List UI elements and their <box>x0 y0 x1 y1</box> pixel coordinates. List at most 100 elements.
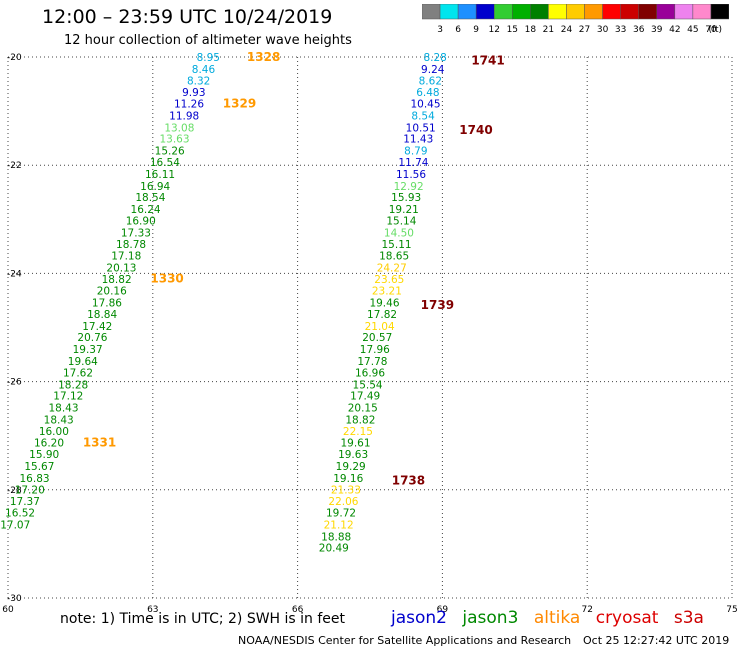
wave-height-label: 20.15 <box>348 403 378 415</box>
wave-height-label: 18.82 <box>345 414 375 426</box>
wave-height-label: 18.78 <box>116 239 146 251</box>
pass-time-label: 1331 <box>83 436 116 450</box>
credit-line: NOAA/NESDIS Center for Satellite Applica… <box>238 634 572 647</box>
wave-height-label: 9.93 <box>182 87 205 99</box>
wave-height-label: 19.29 <box>336 461 366 473</box>
wave-height-label: 17.07 <box>0 519 30 531</box>
wave-height-label: 19.46 <box>369 298 399 310</box>
wave-height-label: 18.84 <box>87 309 117 321</box>
x-tick-label: 66 <box>292 605 304 615</box>
wave-height-label: 16.90 <box>126 215 156 227</box>
wave-height-label: 20.57 <box>362 332 392 344</box>
y-tick-label: -28 <box>7 486 22 496</box>
scale-label: 24 <box>561 25 573 35</box>
scale-label: 12 <box>489 25 500 35</box>
wave-height-label: 20.76 <box>77 332 107 344</box>
wave-height-label: 11.56 <box>396 169 426 181</box>
satellite-legend: jason2 jason3 altika cryosat s3a <box>391 608 714 628</box>
x-tick-label: 69 <box>437 605 449 615</box>
wave-height-label: 23.21 <box>372 286 402 298</box>
wave-height-label: 21.33 <box>331 484 361 496</box>
wave-height-label: 8.62 <box>419 75 442 87</box>
wave-height-label: 16.54 <box>150 157 180 169</box>
scale-label: 6 <box>455 25 461 35</box>
x-tick-label: 63 <box>147 605 158 615</box>
wave-height-label: 18.54 <box>135 192 165 204</box>
pass-time-label: 1329 <box>223 96 256 110</box>
wave-height-label: 19.21 <box>389 204 419 216</box>
color-scale: 3 6 9 12 15 18 21 24 27 30 33 36 39 42 45 70(ft) <box>422 4 729 35</box>
wave-height-label: 24.27 <box>377 262 407 274</box>
wave-height-label: 19.16 <box>333 473 363 485</box>
wave-height-label: 10.45 <box>410 99 440 111</box>
y-tick-label: -30 <box>7 594 22 604</box>
scale-label: 39 <box>651 25 663 35</box>
legend-cryosat: cryosat <box>595 608 659 628</box>
wave-height-label: 17.49 <box>350 391 380 403</box>
wave-height-label: 15.11 <box>382 239 412 251</box>
wave-height-label: 18.82 <box>102 274 132 286</box>
wave-height-label: 8.46 <box>192 64 216 76</box>
wave-height-label: 19.72 <box>326 508 356 520</box>
wave-height-label: 22.06 <box>328 496 358 508</box>
wave-height-label: 9.24 <box>421 64 445 76</box>
scale-label: 15 <box>507 25 518 35</box>
wave-height-label: 17.37 <box>10 496 40 508</box>
wave-height-label: 15.90 <box>29 449 59 461</box>
generated-timestamp: Oct 25 12:27:42 UTC 2019 <box>583 634 730 647</box>
wave-height-label: 15.93 <box>391 192 421 204</box>
wave-height-label: 17.86 <box>92 298 122 310</box>
legend-altika: altika <box>533 608 581 628</box>
wave-height-label: 8.79 <box>404 146 427 158</box>
scale-label: 9 <box>473 25 479 35</box>
wave-height-label: 19.61 <box>340 438 370 450</box>
wave-height-label: 23.65 <box>374 274 404 286</box>
wave-height-label: 11.74 <box>398 157 428 169</box>
scale-label: 42 <box>669 25 680 35</box>
wave-height-label: 19.63 <box>338 449 368 461</box>
wave-height-label: 17.96 <box>360 344 390 356</box>
scale-label: 70 <box>705 25 717 35</box>
wave-height-label: 8.28 <box>423 52 446 64</box>
wave-height-label: 17.42 <box>82 321 112 333</box>
legend-jason3: jason3 <box>462 608 519 628</box>
y-tick-label: -22 <box>7 161 22 171</box>
pass-time-label: 1739 <box>421 298 454 312</box>
wave-height-label: 16.11 <box>145 169 175 181</box>
y-tick-label: -26 <box>7 378 22 388</box>
scale-label: 21 <box>543 25 554 35</box>
pass-time-label: 1738 <box>392 474 425 488</box>
wave-height-label: 13.08 <box>164 122 194 134</box>
legend-jason2: jason2 <box>391 608 447 628</box>
wave-height-label: 8.32 <box>187 75 210 87</box>
scale-label: 33 <box>615 25 626 35</box>
wave-height-label: 15.26 <box>155 146 185 158</box>
scale-label: 27 <box>579 25 590 35</box>
wave-height-label: 21.12 <box>324 519 354 531</box>
footer-note: note: 1) Time is in UTC; 2) SWH is in fe… <box>60 611 346 627</box>
wave-height-label: 18.43 <box>44 414 74 426</box>
wave-height-label: 16.96 <box>355 367 385 379</box>
scale-label: 36 <box>633 25 645 35</box>
wave-height-label: 16.24 <box>131 204 161 216</box>
wave-height-label: 17.18 <box>111 251 141 263</box>
scale-label: 18 <box>525 25 537 35</box>
wave-height-label: 21.04 <box>365 321 395 333</box>
wave-height-label: 17.12 <box>53 391 83 403</box>
page-subtitle: 12 hour collection of altimeter wave hei… <box>64 33 352 48</box>
y-tick-label: -20 <box>7 53 22 63</box>
wave-height-label: 17.62 <box>63 367 93 379</box>
wave-height-label: 18.88 <box>321 531 351 543</box>
scale-label: 3 <box>437 25 443 35</box>
wave-height-label: 20.16 <box>97 286 127 298</box>
wave-height-label: 6.48 <box>416 87 439 99</box>
pass-time-label: 1740 <box>459 123 492 137</box>
wave-height-label: 16.00 <box>39 426 69 438</box>
wave-height-label: 15.54 <box>353 379 383 391</box>
wave-height-label: 13.63 <box>159 134 189 146</box>
wave-height-label: 16.83 <box>20 473 50 485</box>
scale-unit: (ft) <box>708 25 722 35</box>
pass-time-label: 1741 <box>471 54 504 68</box>
wave-height-label: 19.37 <box>73 344 103 356</box>
